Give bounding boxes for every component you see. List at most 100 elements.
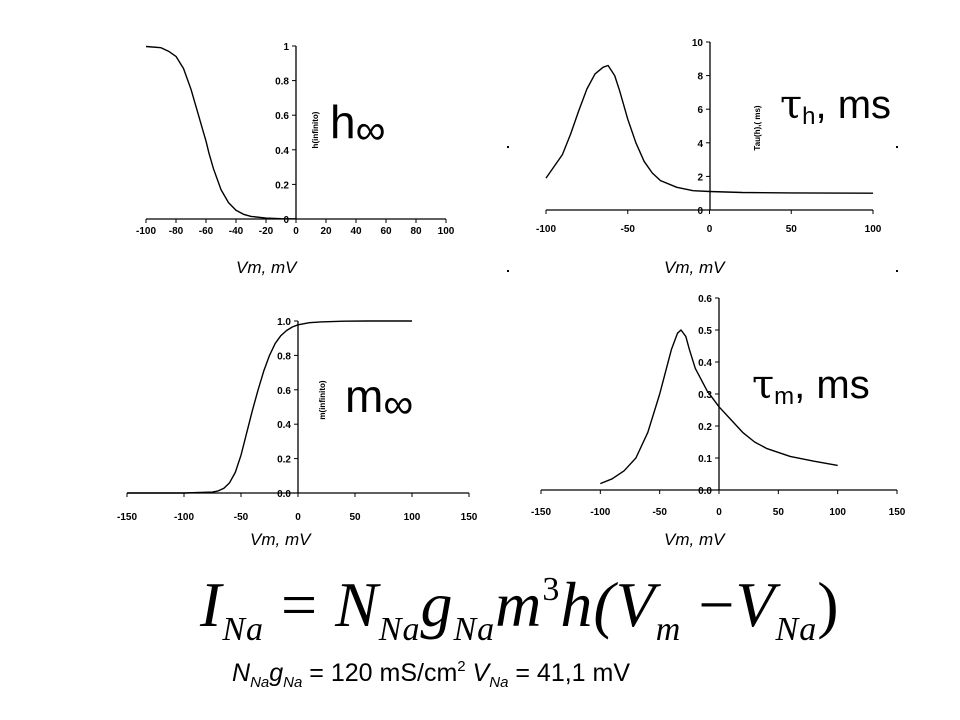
tau-h-y-tick-label: 10 [692, 38, 704, 49]
tau-h-y-tick-label: 8 [697, 72, 703, 83]
tau-h-y-axis-label: Tau(h),( ms) [753, 105, 762, 151]
tau-m-x-tick-label: -150 [531, 507, 551, 518]
m-inf-x-tick-label: 100 [404, 512, 421, 523]
tau-m-x-tick-label: 0 [716, 507, 722, 518]
tau-h-panel-label: τh, ms [780, 82, 891, 130]
h-inf-x-tick-label: -100 [136, 226, 156, 237]
eq-V1: V [615, 569, 656, 640]
tau-m-y-tick-label: 0.4 [698, 358, 712, 369]
m-inf-x-tick-label: -150 [117, 512, 137, 523]
tau-m-x-tick-label: -100 [590, 507, 610, 518]
xlabel-h-inf: Vm, mV [236, 258, 296, 278]
eq-V2: V [735, 569, 776, 640]
xlabel-tau-h-text: Vm, mV [664, 258, 725, 277]
h-inf-curve-series-0 [145, 45, 297, 220]
eq-h: h( [560, 569, 616, 640]
tau-h-y-tick-label: 2 [697, 172, 703, 183]
h-inf-y-tick-label: 1 [283, 42, 289, 53]
m-inf-curve-series-0 [127, 320, 412, 494]
h-inf-x-tick-label: 40 [350, 226, 362, 237]
m-inf-y-tick-label: 0.4 [277, 420, 291, 431]
param-value2: = 41,1 mV [508, 659, 631, 687]
m-inf-x-tick-label: 50 [349, 512, 361, 523]
tau-m-y-tick-label: 0.5 [698, 326, 712, 337]
param-N: N [232, 659, 251, 687]
m-inf-y-tick-label: 1.0 [277, 317, 291, 328]
m-inf-y-tick-label: 0.2 [277, 455, 291, 466]
xlabel-h-inf-text: Vm, mV [236, 258, 297, 277]
m-inf-y-tick-label: 0.0 [277, 489, 291, 500]
param-V: V [465, 659, 490, 687]
xlabel-m-inf: Vm, mV [250, 530, 310, 550]
m-inf-y-tick-label: 0.8 [277, 351, 291, 362]
eq-N: N [335, 569, 379, 640]
h-inf-x-tick-label: -60 [199, 226, 214, 237]
h-inf-y-tick-label: 0.4 [275, 146, 289, 157]
h-inf-x-tick-label: 20 [320, 226, 332, 237]
h-inf-x-tick-label: 0 [293, 226, 299, 237]
tau-m-y-tick-label: 0.6 [698, 294, 712, 305]
tau-h-curve-series-0 [545, 64, 874, 194]
eq-minus: − [698, 569, 736, 640]
eq-m: m [495, 569, 543, 640]
tau-m-x-tick-label: 150 [889, 507, 906, 518]
tau-m-y-tick-label: 0.3 [698, 390, 712, 401]
m-inf-x-tick-label: -100 [174, 512, 194, 523]
h-inf-y-tick-label: 0.2 [275, 180, 289, 191]
tau-m-y-tick-label: 0.1 [698, 454, 712, 465]
slide-dot [507, 270, 509, 272]
h-inf-x-tick-label: -80 [169, 226, 184, 237]
eq-g: g [420, 569, 454, 640]
param-value1: = 120 mS/cm [302, 659, 458, 687]
eq-g-sub: Na [453, 611, 496, 648]
h-inf-x-tick-label: 60 [380, 226, 392, 237]
tau-m-panel-label: τm, ms [752, 362, 870, 410]
sodium-current-equation: INa = NNagNam3h(Vm −VNa) [200, 568, 840, 649]
eq-I: I [200, 569, 223, 640]
slide-dot [896, 146, 898, 148]
h-inf-x-tick-label: -40 [229, 226, 244, 237]
slide-dot [896, 270, 898, 272]
tau-h-x-tick-label: 100 [865, 224, 882, 235]
tau-m-x-tick-label: 100 [829, 507, 846, 518]
h-inf-x-tick-label: 100 [438, 226, 455, 237]
m-inf-x-tick-label: 150 [461, 512, 478, 523]
h-inf-y-tick-label: 0 [283, 215, 289, 226]
h-inf-x-tick-label: -20 [259, 226, 274, 237]
m-inf-y-tick-label: 0.6 [277, 386, 291, 397]
h-inf-y-tick-label: 0.6 [275, 111, 289, 122]
tau-h-y-tick-label: 0 [697, 206, 703, 217]
eq-equals: = [281, 569, 319, 640]
param-g: g [269, 659, 284, 687]
h-inf-x-tick-label: 80 [410, 226, 422, 237]
tau-h-x-tick-label: 50 [786, 224, 798, 235]
param-N-sub: Na [250, 674, 270, 691]
param-g-sub: Na [283, 674, 303, 691]
m-inf-x-tick-label: -50 [234, 512, 249, 523]
slide-dot [507, 146, 509, 148]
eq-I-sub: Na [222, 611, 264, 648]
tau-h-y-tick-label: 6 [697, 105, 703, 116]
h-inf-panel-label: h∞ [330, 96, 386, 153]
param-V-sub: Na [489, 674, 509, 691]
xlabel-m-inf-text: Vm, mV [250, 530, 311, 549]
m-inf-x-tick-label: 0 [295, 512, 301, 523]
eq-V2-sub: Na [775, 611, 818, 648]
eq-V1-sub: m [655, 611, 682, 648]
m-inf-y-axis-label: m(infinito) [318, 380, 327, 419]
xlabel-tau-m: Vm, mV [664, 530, 724, 550]
eq-close: ) [817, 569, 840, 640]
param-value1-sup: 2 [457, 658, 466, 675]
xlabel-tau-m-text: Vm, mV [664, 530, 725, 549]
tau-h-x-tick-label: -50 [621, 224, 636, 235]
eq-N-sub: Na [378, 611, 421, 648]
m-inf-panel-label: m∞ [345, 370, 413, 427]
tau-h-x-tick-label: -100 [536, 224, 556, 235]
tau-m-y-tick-label: 0.2 [698, 422, 712, 433]
tau-m-curve-series-0 [600, 329, 838, 485]
equation-parameters: NNagNa = 120 mS/cm2 VNa = 41,1 mV [232, 658, 630, 691]
xlabel-tau-h: Vm, mV [664, 258, 724, 278]
tau-h-x-tick-label: 0 [707, 224, 713, 235]
